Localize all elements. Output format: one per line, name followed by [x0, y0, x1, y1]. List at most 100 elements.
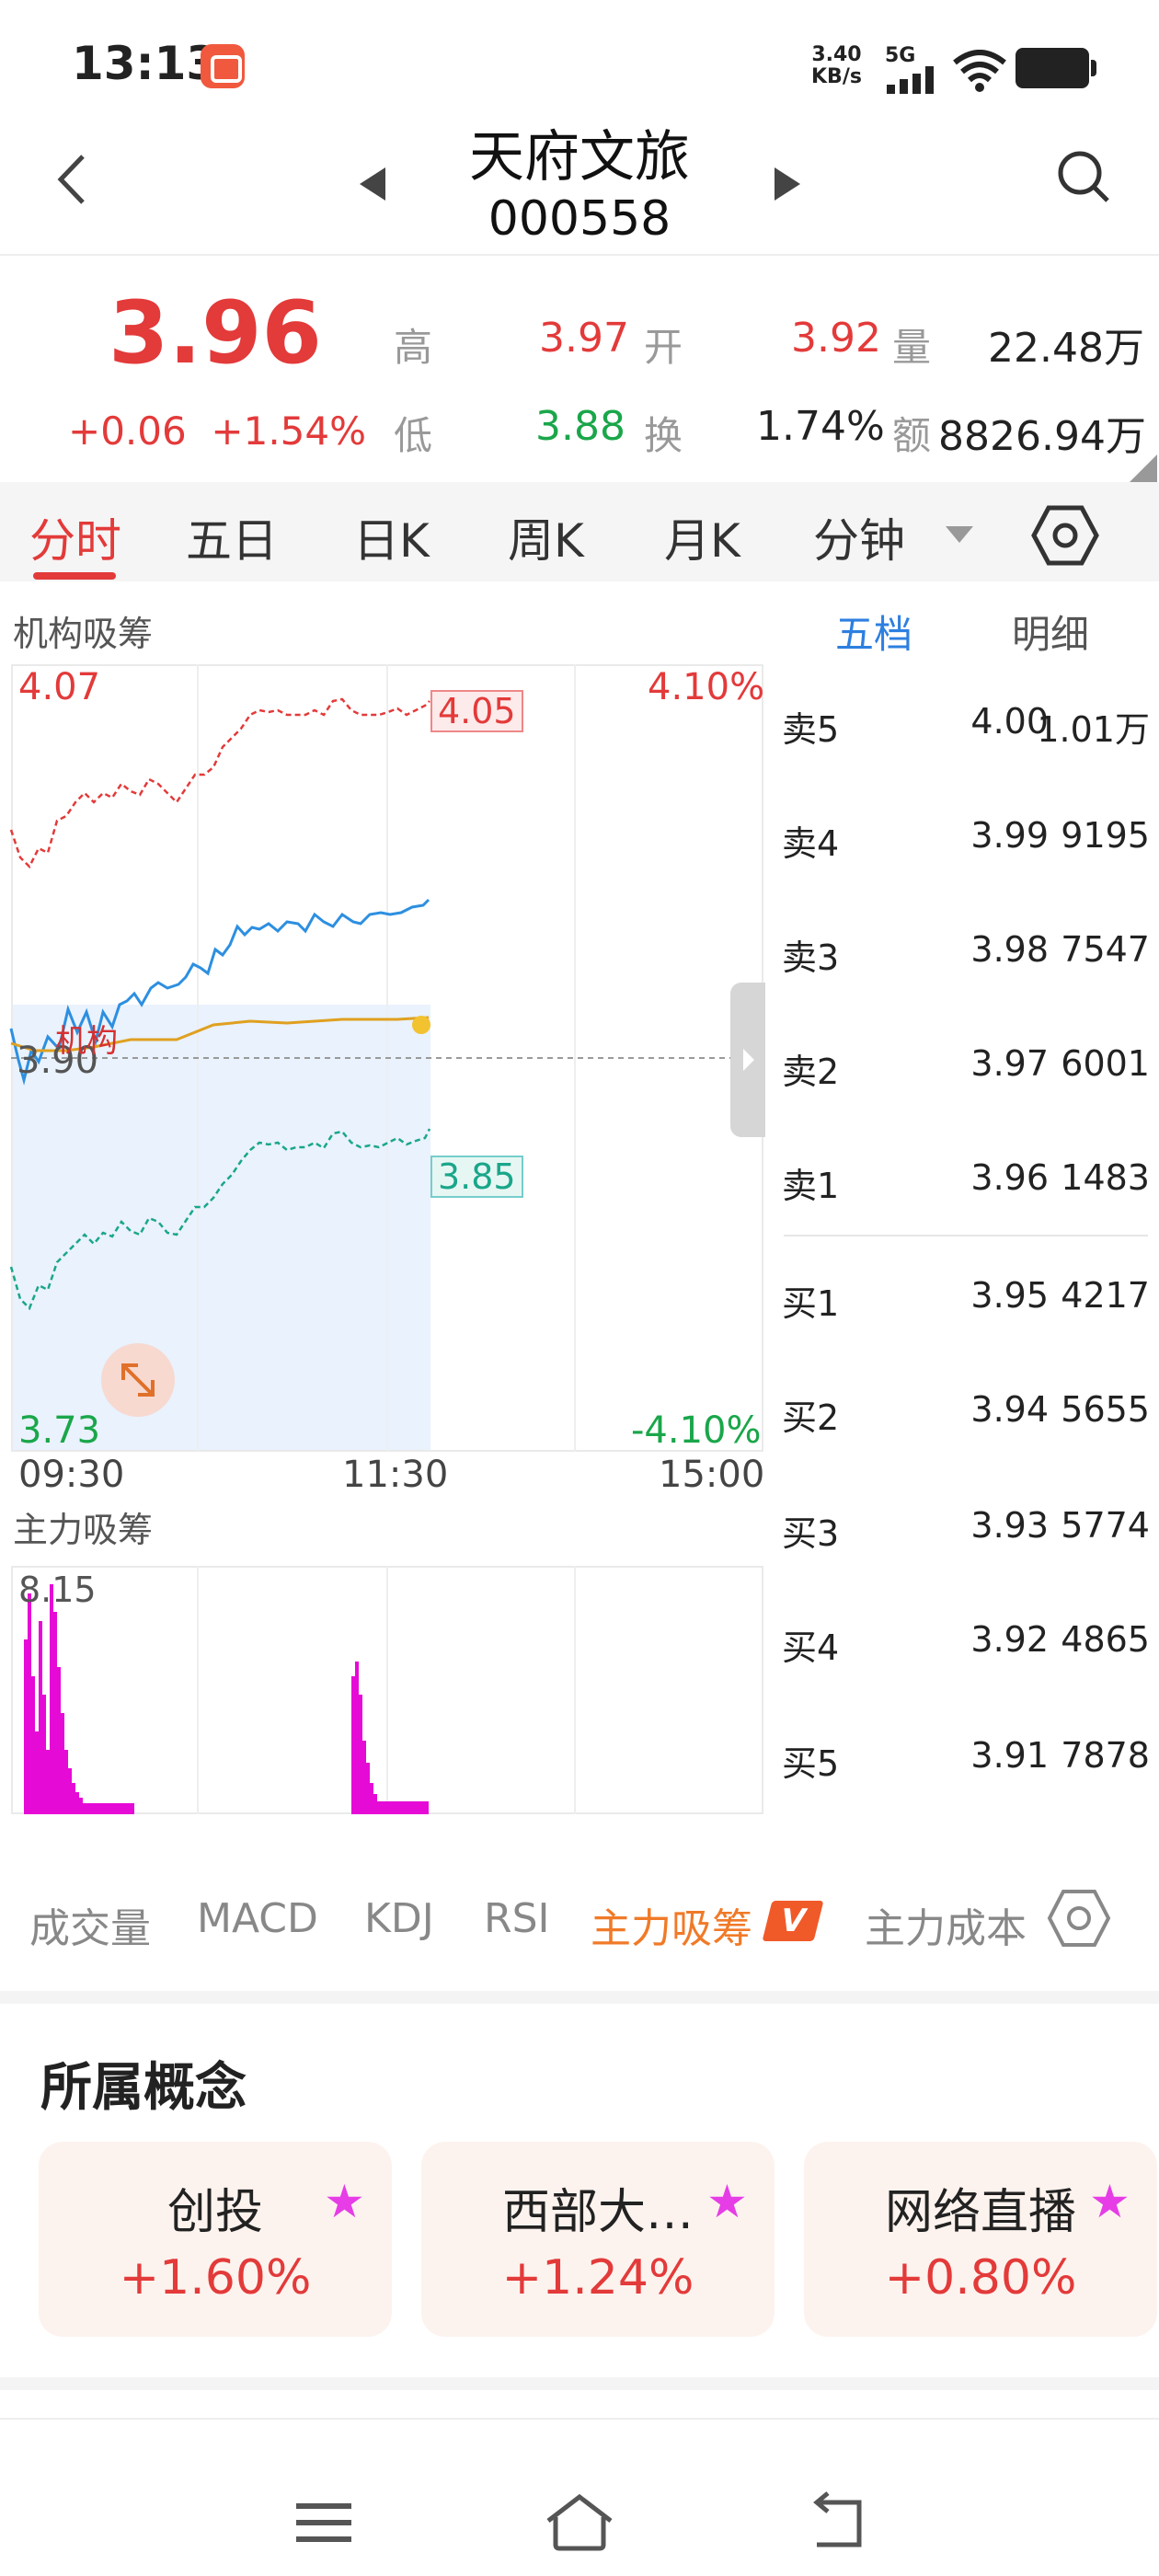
bid-label: 买1 — [782, 1283, 840, 1324]
bid-row-5[interactable]: 买5 3.91 7878 — [782, 1735, 1150, 1790]
price-line — [9, 898, 430, 1086]
ask-volume: 1483 — [1061, 1157, 1150, 1198]
grid-line — [386, 1566, 388, 1814]
tab-minute[interactable]: 分钟 — [813, 514, 905, 568]
ask-label: 卖2 — [782, 1052, 840, 1092]
network-speed-unit: KB/s — [811, 65, 862, 88]
bid-label: 买5 — [782, 1743, 840, 1784]
bid-row-2[interactable]: 买2 3.94 5655 — [782, 1389, 1150, 1444]
side-panel-handle[interactable] — [730, 983, 765, 1137]
ask-price: 3.96 — [970, 1157, 1049, 1198]
battery-icon — [1016, 48, 1096, 88]
tab-monthly-k[interactable]: 月K — [664, 514, 740, 568]
network-speed-value: 3.40 — [811, 43, 862, 66]
tab-main-force-cost[interactable]: 主力成本 — [865, 1905, 1027, 1952]
bid-price: 3.91 — [970, 1735, 1049, 1776]
back-arrow-icon[interactable] — [48, 147, 103, 212]
bid-row-1[interactable]: 买1 3.95 4217 — [782, 1275, 1150, 1330]
signal-type-label: 5G — [885, 44, 916, 67]
tab-intraday[interactable]: 分时 — [29, 514, 121, 568]
ask-volume: 1.01万 — [1037, 709, 1150, 750]
tab-daily-k[interactable]: 日K — [353, 514, 430, 568]
prev-stock-icon[interactable] — [354, 164, 391, 204]
ask-label: 卖4 — [782, 823, 840, 864]
ask-row-4[interactable]: 卖4 3.99 9195 — [782, 815, 1150, 870]
change-value: +0.06 — [68, 408, 187, 454]
grid-line — [197, 1566, 199, 1814]
concept-change: +1.60% — [119, 2250, 312, 2306]
x-label-open: 09:30 — [18, 1454, 125, 1496]
settings-hex-icon[interactable] — [1030, 504, 1100, 567]
tab-main-force-accumulation[interactable]: 主力吸筹 — [591, 1905, 752, 1952]
bid-volume: 5655 — [1061, 1389, 1150, 1430]
tab-volume[interactable]: 成交量 — [29, 1905, 151, 1952]
search-icon[interactable] — [1054, 147, 1113, 206]
bid-row-4[interactable]: 买4 3.92 4865 — [782, 1619, 1150, 1674]
main-force-bars — [24, 1584, 429, 1814]
tab-five-day[interactable]: 五日 — [186, 514, 278, 568]
tab-kdj[interactable]: KDJ — [364, 1895, 434, 1942]
x-label-close: 15:00 — [659, 1454, 765, 1496]
back-nav-icon[interactable] — [800, 2490, 874, 2556]
bid-price: 3.93 — [970, 1505, 1049, 1546]
volume-label: 量 — [892, 325, 932, 370]
x-label-midday: 11:30 — [342, 1454, 449, 1496]
tab-macd[interactable]: MACD — [197, 1895, 318, 1942]
concept-name: 网络直播 — [884, 2185, 1076, 2240]
concept-card[interactable]: 西部大… ★ +1.24% — [421, 2142, 775, 2337]
star-icon: ★ — [324, 2175, 365, 2228]
expand-corner-icon[interactable] — [1130, 454, 1157, 482]
ask-volume: 7547 — [1061, 929, 1150, 970]
volume-value: 22.48万 — [988, 325, 1144, 372]
intraday-lines — [9, 697, 763, 1311]
home-icon[interactable] — [543, 2490, 616, 2556]
bid-label: 买3 — [782, 1513, 840, 1554]
tab-rsi[interactable]: RSI — [484, 1895, 550, 1942]
app-notification-icon — [201, 44, 245, 88]
star-icon: ★ — [706, 2175, 748, 2228]
ask-label: 卖1 — [782, 1166, 840, 1206]
indicator-settings-icon[interactable] — [1047, 1888, 1111, 1949]
section-divider — [0, 1991, 1159, 2004]
tab-trade-detail[interactable]: 明细 — [1012, 612, 1090, 657]
prev-close-label: 3.90 — [17, 1040, 99, 1082]
stock-code: 000558 — [488, 191, 671, 247]
amount-value: 8826.94万 — [938, 413, 1146, 460]
ask-row-2[interactable]: 卖2 3.97 6001 — [782, 1043, 1150, 1098]
lower-max-label: 8.15 — [18, 1570, 97, 1610]
change-percent: +1.54% — [211, 408, 367, 454]
ask-row-1[interactable]: 卖1 3.96 1483 — [782, 1157, 1150, 1213]
expand-icon[interactable] — [101, 1343, 175, 1417]
ask-row-5[interactable]: 卖5 4.00 1.01万 — [782, 701, 1150, 756]
lower-band-line — [9, 1128, 431, 1311]
concept-card[interactable]: 创投 ★ +1.60% — [39, 2142, 392, 2337]
concept-name: 创投 — [166, 2185, 263, 2240]
ask-price: 3.99 — [970, 815, 1049, 856]
lower-price-tag: 3.85 — [430, 1156, 523, 1198]
header-divider — [0, 254, 1159, 256]
star-icon: ★ — [1089, 2175, 1130, 2228]
institution-label: 机构 — [55, 1023, 118, 1060]
concepts-title: 所属概念 — [40, 2058, 247, 2118]
ask-price: 3.98 — [970, 929, 1049, 970]
current-price: 3.96 — [109, 283, 322, 384]
concept-card[interactable]: 网络直播 ★ +0.80% — [804, 2142, 1157, 2337]
chevron-down-icon[interactable] — [946, 526, 973, 543]
amount-label: 额 — [892, 413, 932, 458]
menu-icon[interactable] — [287, 2490, 361, 2556]
tab-order-book[interactable]: 五档 — [835, 612, 913, 657]
ask-row-3[interactable]: 卖3 3.98 7547 — [782, 929, 1150, 984]
ask-price: 3.97 — [970, 1043, 1049, 1084]
bid-row-3[interactable]: 买3 3.93 5774 — [782, 1505, 1150, 1560]
average-line — [10, 1016, 430, 1052]
bid-volume: 4217 — [1061, 1275, 1150, 1316]
y-max-label: 4.07 — [18, 666, 101, 708]
next-stock-icon[interactable] — [769, 164, 806, 204]
tab-weekly-k[interactable]: 周K — [508, 514, 584, 568]
open-label: 开 — [644, 325, 683, 370]
signal-icon — [887, 66, 938, 94]
turnover-label: 换 — [644, 413, 683, 458]
chart-indicator-label: 机构吸筹 — [13, 614, 154, 654]
bid-label: 买4 — [782, 1627, 840, 1668]
network-speed: 3.40 KB/s — [811, 44, 862, 88]
